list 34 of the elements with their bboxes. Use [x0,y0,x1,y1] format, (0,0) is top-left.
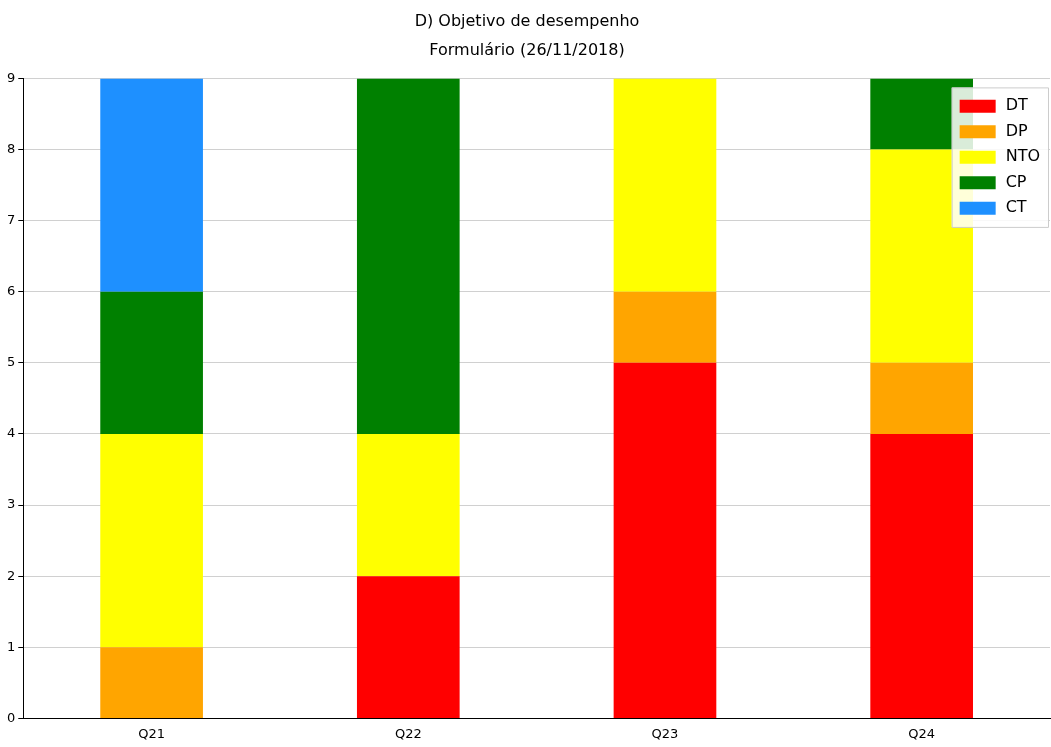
y-tick-label: 7 [6,212,16,227]
bar [613,362,717,718]
y-tick-label: 3 [6,496,16,512]
y-tick-label: 9 [6,69,16,85]
y-tick-label: 1 [6,638,16,654]
bar [356,576,460,718]
legend-label: DT [1005,95,1028,115]
x-tick-label: Q23 [651,725,679,741]
y-tick-label: 6 [6,283,16,299]
bar [613,78,717,292]
y-tick-label: 4 [6,425,16,441]
bar [100,433,203,648]
bar [356,78,460,434]
legend-label: DP [1005,120,1028,140]
bar [100,647,203,718]
bar [100,291,203,434]
x-tick-label: Q22 [394,725,422,741]
chart-subtitle: Formulário (26/11/2018) [429,39,625,59]
bar [870,149,973,363]
x-tick-label: Q21 [138,725,165,741]
x-tick-label: Q24 [908,725,936,741]
chart-title: D) Objetivo de desempenho [414,10,640,30]
bar [100,78,203,292]
y-tick-label: 2 [6,567,16,583]
y-tick-label: 5 [6,354,16,370]
legend-label: NTO [1005,146,1041,166]
y-tick-label: 0 [6,709,16,725]
bar [870,362,973,434]
y-tick-label: 8 [6,140,16,156]
bar [356,433,460,577]
legend-label: CP [1005,171,1027,191]
bar [613,291,717,363]
bar [870,433,973,718]
legend-label: CT [1005,197,1027,217]
